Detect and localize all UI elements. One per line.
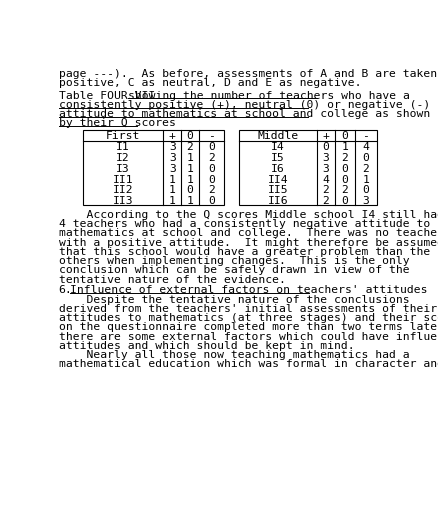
Text: 3: 3 (169, 164, 175, 174)
Text: 3: 3 (321, 164, 328, 174)
Text: 1: 1 (186, 153, 193, 163)
Bar (239, 130, 376, 205)
Text: I1: I1 (116, 142, 130, 152)
Text: II4: II4 (267, 175, 288, 185)
Text: 0: 0 (361, 153, 368, 163)
Text: II2: II2 (113, 185, 133, 195)
Text: 2: 2 (321, 185, 328, 195)
Text: 0: 0 (208, 175, 214, 185)
Text: on the questionnaire completed more than two terms later,: on the questionnaire completed more than… (59, 322, 438, 332)
Text: According to the Q scores Middle school I4 still had: According to the Q scores Middle school … (59, 210, 438, 220)
Text: +: + (169, 132, 175, 141)
Text: 3: 3 (361, 196, 368, 206)
Text: 2: 2 (208, 153, 214, 163)
Text: 2: 2 (186, 142, 193, 152)
Text: -: - (361, 132, 368, 141)
Text: 1: 1 (186, 164, 193, 174)
Text: Despite the tentative nature of the conclusions: Despite the tentative nature of the conc… (59, 295, 409, 305)
Text: 6.: 6. (59, 286, 72, 295)
Text: II3: II3 (113, 196, 133, 206)
Text: others when implementing changes.  This is the only: others when implementing changes. This i… (59, 256, 409, 266)
Text: 1: 1 (169, 196, 175, 206)
Text: First: First (106, 132, 140, 141)
Text: 1: 1 (340, 142, 347, 152)
Text: 1: 1 (361, 175, 368, 185)
Text: 0: 0 (361, 185, 368, 195)
Text: II6: II6 (267, 196, 288, 206)
Text: attitudes to mathematics (at three stages) and their scores: attitudes to mathematics (at three stage… (59, 313, 438, 323)
Text: II1: II1 (113, 175, 133, 185)
Text: by their Q scores: by their Q scores (59, 118, 175, 129)
Text: 0: 0 (208, 164, 214, 174)
Text: 0: 0 (186, 132, 193, 141)
Text: I4: I4 (271, 142, 284, 152)
Text: 2: 2 (340, 153, 347, 163)
Text: 0: 0 (321, 142, 328, 152)
Text: positive, C as neutral, D and E as negative.: positive, C as neutral, D and E as negat… (59, 79, 360, 88)
Text: I6: I6 (271, 164, 284, 174)
Text: 2: 2 (361, 164, 368, 174)
Text: +: + (321, 132, 328, 141)
Text: conclusion which can be safely drawn in view of the: conclusion which can be safely drawn in … (59, 266, 409, 276)
Text: 1: 1 (186, 175, 193, 185)
Text: 1: 1 (169, 185, 175, 195)
Text: I3: I3 (116, 164, 130, 174)
Text: 1: 1 (169, 175, 175, 185)
Text: 2: 2 (340, 185, 347, 195)
Text: attitudes and which should be kept in mind.: attitudes and which should be kept in mi… (59, 341, 353, 351)
Text: attitude to mathematics at school and college as shown: attitude to mathematics at school and co… (59, 109, 429, 119)
Text: mathematics at school and college.  There was no teacher: mathematics at school and college. There… (59, 228, 438, 238)
Text: 0: 0 (340, 175, 347, 185)
Text: 0: 0 (208, 196, 214, 206)
Text: mathematical education which was formal in character and: mathematical education which was formal … (59, 359, 438, 370)
Text: consistently positive (+), neutral (0) or negative (-): consistently positive (+), neutral (0) o… (59, 100, 429, 110)
Text: I2: I2 (116, 153, 130, 163)
Text: tentative nature of the evidence.: tentative nature of the evidence. (59, 275, 285, 285)
Text: 0: 0 (340, 132, 347, 141)
Text: derived from the teachers' initial assessments of their: derived from the teachers' initial asses… (59, 304, 436, 314)
Text: Table FOUR VII: Table FOUR VII (59, 91, 162, 101)
Text: 3: 3 (169, 142, 175, 152)
Text: with a positive attitude.  It might therefore be assumed: with a positive attitude. It might there… (59, 238, 438, 248)
Text: 0: 0 (186, 185, 193, 195)
Text: that this school would have a greater problem than the: that this school would have a greater pr… (59, 247, 429, 257)
Text: there are some external factors which could have influenced: there are some external factors which co… (59, 332, 438, 341)
Text: 4: 4 (361, 142, 368, 152)
Text: 3: 3 (169, 153, 175, 163)
Text: 0: 0 (208, 142, 214, 152)
Text: Middle: Middle (257, 132, 298, 141)
Bar (83, 130, 223, 205)
Text: 4 teachers who had a consistently negative attitude to: 4 teachers who had a consistently negati… (59, 219, 429, 229)
Text: Influence of external factors on teachers' attitudes: Influence of external factors on teacher… (69, 286, 426, 295)
Text: 0: 0 (340, 196, 347, 206)
Text: Nearly all those now teaching mathematics had a: Nearly all those now teaching mathematic… (59, 350, 409, 360)
Text: 3: 3 (321, 153, 328, 163)
Text: 2: 2 (321, 196, 328, 206)
Text: 0: 0 (340, 164, 347, 174)
Text: 2: 2 (208, 185, 214, 195)
Text: -: - (208, 132, 214, 141)
Text: I5: I5 (271, 153, 284, 163)
Text: 1: 1 (186, 196, 193, 206)
Text: 4: 4 (321, 175, 328, 185)
Text: page ---).  As before, assessments of A and B are taken as: page ---). As before, assessments of A a… (59, 69, 438, 79)
Text: showing the number of teachers who have a: showing the number of teachers who have … (127, 91, 409, 101)
Text: II5: II5 (267, 185, 288, 195)
